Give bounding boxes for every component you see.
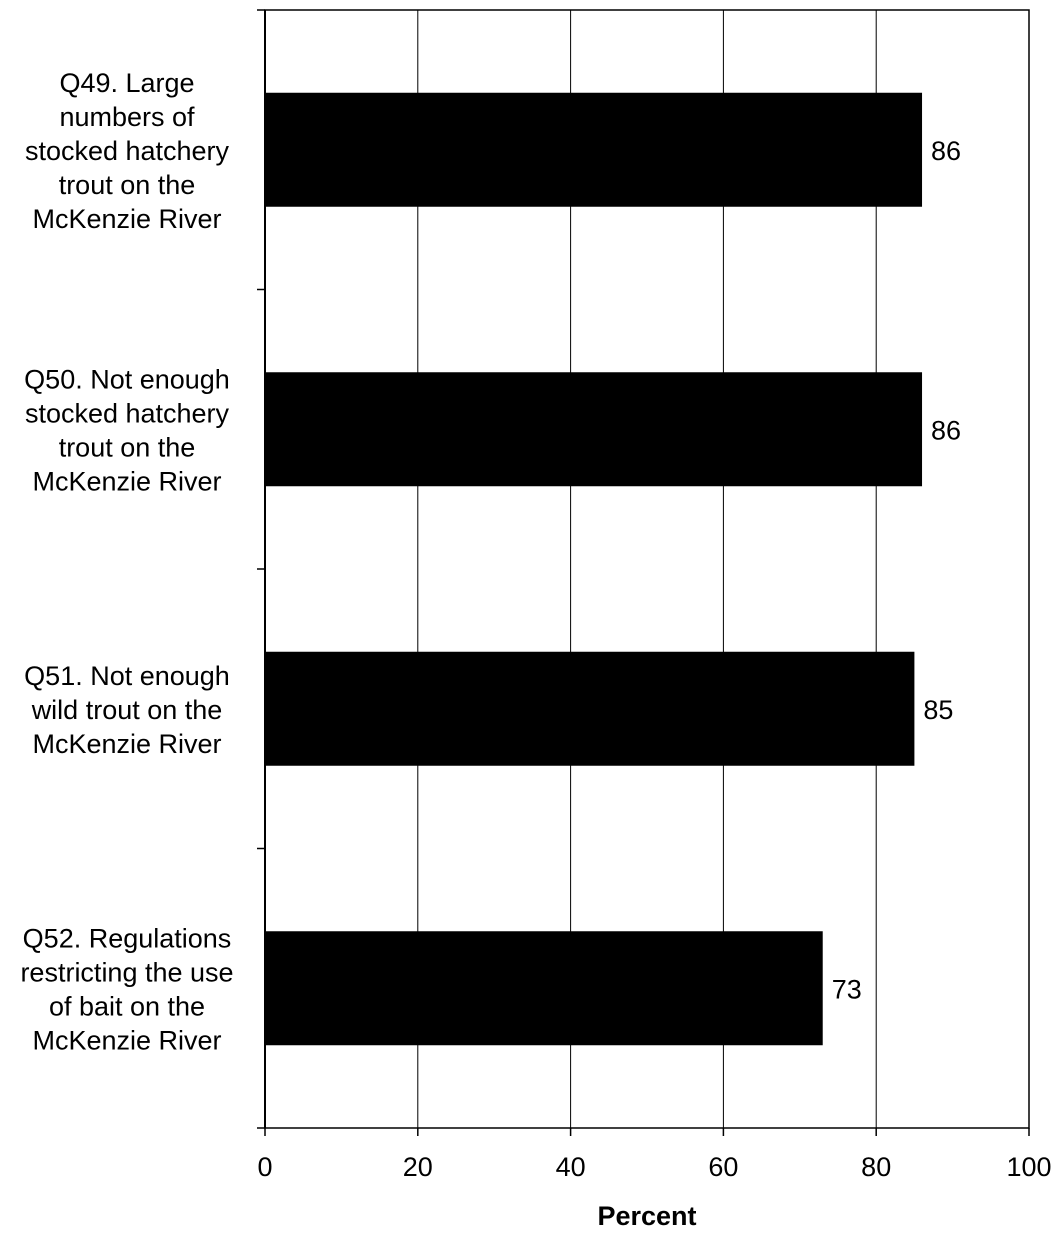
bar	[265, 92, 923, 207]
bars	[265, 92, 923, 1046]
x-axis-title: Percent	[597, 1201, 696, 1231]
category-label: Q50. Not enough stocked hatchery trout on …	[24, 364, 230, 496]
data-labels: 86 86 85 73	[832, 136, 961, 1005]
bar	[265, 931, 823, 1046]
x-tick-label: 60	[708, 1152, 738, 1182]
data-label: 86	[931, 415, 961, 445]
data-label: 86	[931, 136, 961, 166]
category-label: Q52. Regulations restricting the use of ba…	[20, 923, 233, 1055]
bar	[265, 651, 915, 766]
data-label: 73	[832, 974, 862, 1004]
x-tick-label: 40	[556, 1152, 586, 1182]
x-tick-label: 20	[403, 1152, 433, 1182]
category-label: Q49. Large numbers of stocked hatchery trou…	[25, 68, 230, 234]
x-tick-label: 0	[257, 1152, 272, 1182]
category-label: Q51. Not enough wild trout on the McKenzie…	[24, 661, 230, 759]
bar	[265, 372, 923, 487]
x-tick-label: 100	[1006, 1152, 1051, 1182]
x-tick-label: 80	[861, 1152, 891, 1182]
data-label: 85	[923, 695, 953, 725]
y-axis	[257, 9, 266, 1129]
category-labels: Q49. Large numbers of stocked hatchery trou…	[20, 68, 233, 1056]
x-axis: 0 20 40 60 80 100	[257, 1128, 1052, 1182]
